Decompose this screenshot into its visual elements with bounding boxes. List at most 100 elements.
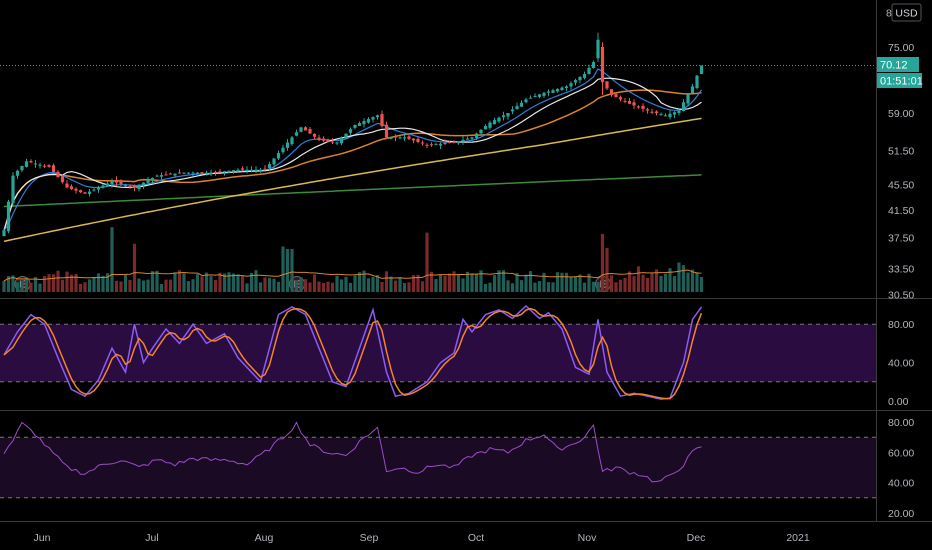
stochastic-pane[interactable]	[0, 304, 876, 400]
last-price-badge: 70.12	[877, 57, 919, 72]
candle	[285, 139, 290, 151]
volume-bar	[609, 275, 614, 292]
candle	[411, 138, 416, 144]
volume-bar	[461, 278, 465, 292]
volume-bar	[150, 271, 155, 292]
volume-bar	[402, 283, 407, 292]
candle	[546, 89, 551, 97]
price-axis-tick: 37.50	[888, 233, 914, 245]
candle	[573, 78, 578, 86]
price-axis-tick: 40.00	[888, 478, 914, 490]
volume-bar	[173, 272, 177, 292]
volume-bar	[663, 273, 668, 292]
candle	[501, 111, 506, 121]
volume-bar	[686, 272, 690, 292]
volume-bar	[146, 279, 150, 292]
candle	[83, 192, 87, 194]
price-axis[interactable]: 8 75.00 59.00 51.50 45.50 41.50 37.50 33.50 30.5…	[886, 8, 914, 520]
volume-bar	[11, 275, 15, 292]
volume-bar	[551, 282, 555, 292]
volume-bar	[191, 279, 195, 292]
candle	[96, 185, 101, 193]
volume-bar	[65, 271, 69, 292]
candle	[299, 126, 303, 133]
volume-bar	[60, 279, 65, 292]
candle	[110, 178, 114, 188]
rsi-line	[3, 421, 702, 483]
volume-bar	[24, 277, 29, 292]
volume-bar	[492, 275, 497, 292]
volume-bar	[515, 273, 519, 292]
candle	[420, 140, 425, 146]
volume-bar	[227, 272, 231, 292]
candle	[632, 99, 636, 110]
volume-bar	[564, 272, 569, 292]
volume-bar	[218, 272, 222, 292]
volume-bar	[434, 279, 438, 292]
candle	[447, 140, 452, 144]
time-axis[interactable]: Jun Jul Aug Sep Oct Nov Dec 2021	[34, 532, 810, 544]
volume-bar	[654, 269, 659, 292]
candle	[227, 170, 231, 174]
candle	[407, 133, 411, 140]
candle	[623, 97, 627, 104]
volume-bar	[294, 280, 299, 292]
volume-bar	[339, 279, 344, 292]
volume-bar	[348, 282, 353, 292]
candle	[128, 184, 132, 189]
volume-bar	[123, 274, 128, 292]
volume-bar	[69, 274, 74, 292]
volume-bar	[600, 233, 605, 292]
candle	[15, 169, 20, 179]
candle	[542, 91, 546, 98]
rsi-pane[interactable]	[0, 421, 876, 499]
volume-bar	[164, 279, 168, 292]
volume-bar	[537, 281, 542, 292]
candle	[483, 124, 488, 130]
candle	[213, 170, 218, 176]
volume-bar	[276, 281, 281, 292]
candle	[42, 164, 47, 168]
candle	[497, 116, 501, 124]
candle	[321, 136, 326, 143]
volume-bar	[56, 270, 60, 292]
volume-bar	[623, 278, 627, 292]
volume-bar	[506, 280, 510, 292]
volume-bar	[407, 282, 411, 292]
time-axis-tick: Aug	[255, 532, 274, 544]
volume-bar	[263, 277, 267, 292]
volume-bar	[681, 265, 686, 292]
price-axis-tick: 40.00	[888, 358, 914, 370]
candle	[564, 85, 569, 92]
candle	[384, 121, 389, 139]
volume-bar	[195, 274, 200, 292]
time-axis-tick: Jun	[34, 532, 51, 544]
candle	[20, 165, 24, 173]
volume-bar	[182, 273, 186, 292]
candle	[2, 228, 6, 237]
candle	[245, 166, 249, 174]
currency-button[interactable]: USD	[891, 3, 922, 22]
price-axis-tick: 75.00	[888, 42, 914, 54]
candle	[474, 132, 479, 140]
candle	[614, 93, 618, 98]
candle	[303, 126, 308, 131]
candle	[686, 94, 690, 107]
volume-bar	[245, 283, 249, 292]
time-axis-tick: Sep	[360, 532, 379, 544]
candle	[362, 118, 366, 128]
volume-bar	[2, 280, 6, 292]
candle	[569, 81, 573, 90]
volume-bar	[614, 282, 618, 292]
volume-bar	[533, 282, 537, 292]
candle	[173, 173, 177, 178]
candle	[389, 136, 393, 140]
volume-bar	[330, 282, 335, 292]
volume-ma-line	[3, 269, 702, 282]
price-axis-tick: 33.50	[888, 264, 914, 276]
volume-bar	[74, 274, 78, 292]
price-axis-tick: 59.00	[888, 108, 914, 120]
volume-bar	[560, 272, 564, 292]
candle	[366, 117, 371, 124]
